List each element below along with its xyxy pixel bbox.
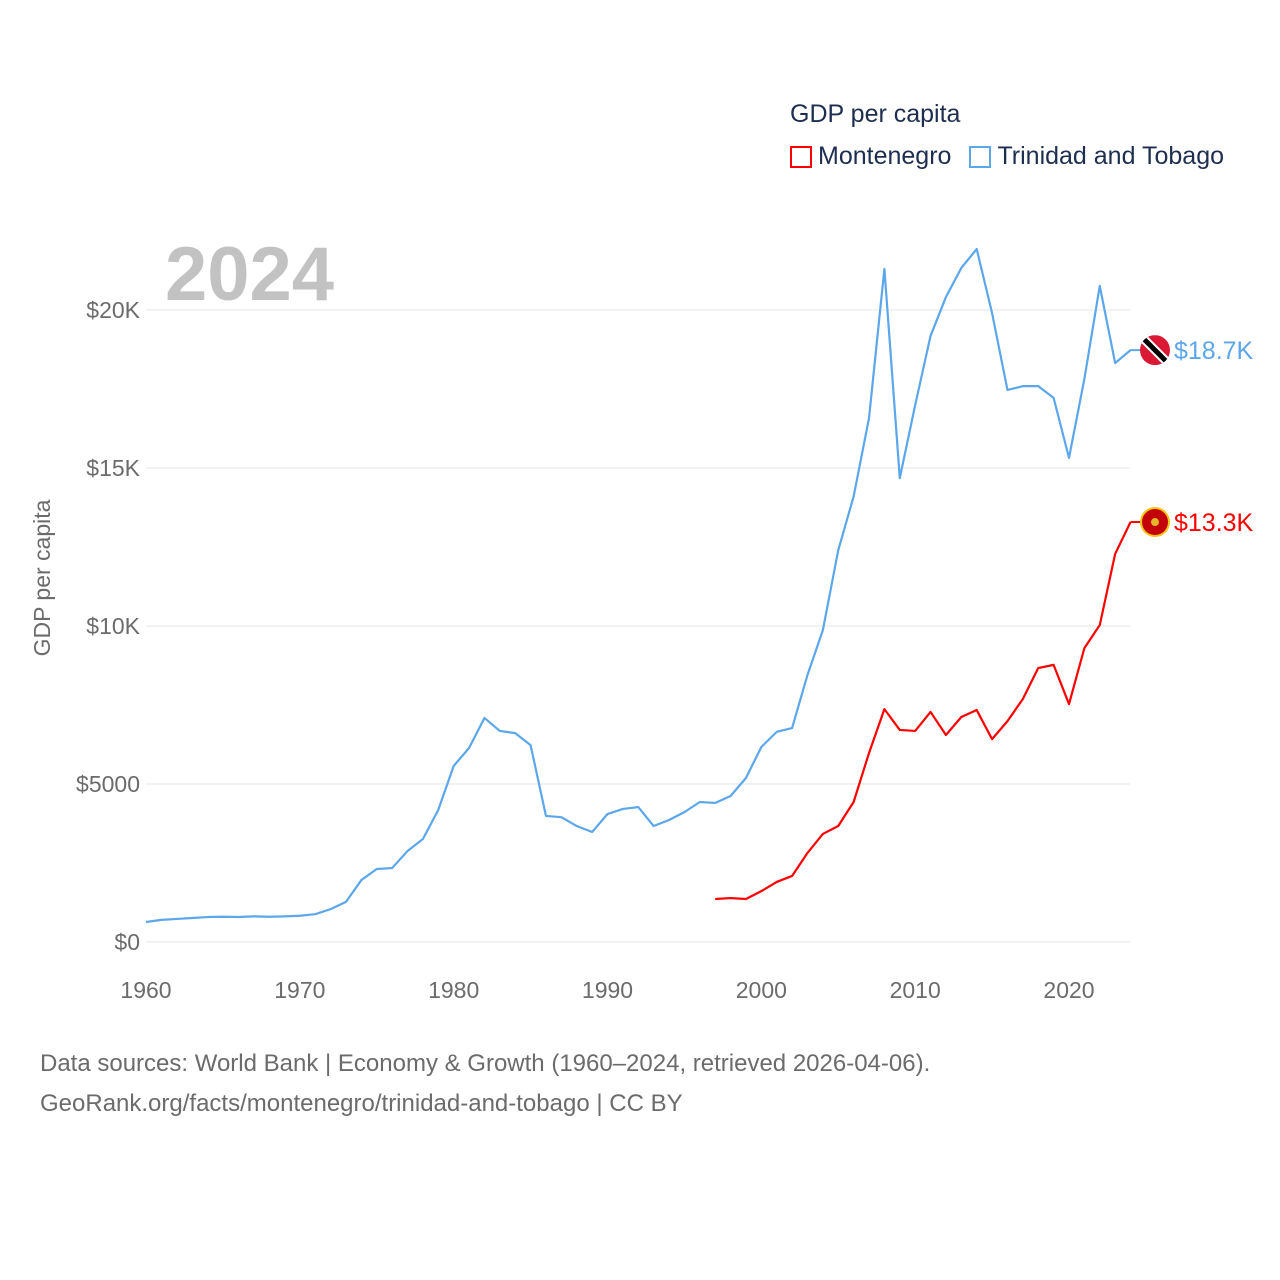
legend: Montenegro Trinidad and Tobago (790, 142, 1224, 171)
legend-label: Trinidad and Tobago (997, 142, 1224, 170)
montenegro-flag-icon (1140, 507, 1170, 538)
source-link[interactable]: GeoRank.org/facts/montenegro/trinidad-an… (40, 1090, 683, 1117)
legend-title: GDP per capita (790, 100, 961, 128)
y-tick-label: $15K (86, 455, 140, 481)
flag-emblem (1151, 518, 1159, 527)
end-value-label: $13.3K (1174, 509, 1254, 537)
flag-black (1140, 335, 1170, 366)
x-tick-label: 1970 (274, 977, 325, 1003)
flag-body (1140, 335, 1170, 366)
x-tick-label: 1990 (582, 977, 633, 1003)
y-tick-label: $20K (86, 297, 140, 323)
x-tick-label: 1960 (120, 977, 171, 1003)
footer: Data sources: World Bank | Economy & Gro… (40, 1044, 930, 1124)
data-sources: Data sources: World Bank | Economy & Gro… (40, 1050, 931, 1077)
trinidad-flag-icon (1140, 335, 1170, 366)
x-tick-label: 2020 (1043, 977, 1094, 1003)
y-tick-label: $5000 (76, 771, 140, 797)
series-line-montenegro (715, 521, 1132, 901)
legend-label: Montenegro (818, 142, 952, 170)
legend-swatch-montenegro (790, 145, 812, 168)
y-axis-label: GDP per capita (29, 499, 55, 656)
legend-item-montenegro[interactable]: Montenegro (790, 142, 951, 171)
legend-swatch-trinidad (969, 145, 992, 168)
legend-item-trinidad[interactable]: Trinidad and Tobago (969, 142, 1224, 171)
end-value-label: $18.7K (1174, 337, 1254, 365)
x-tick-label: 2010 (890, 977, 941, 1003)
series-line-trinidad-and-tobago (145, 247, 1132, 924)
y-tick-label: $0 (114, 929, 140, 955)
year-watermark: 2024 (165, 232, 334, 317)
x-tick-label: 1980 (428, 977, 479, 1003)
y-tick-label: $10K (86, 613, 140, 639)
x-tick-label: 2000 (736, 977, 787, 1003)
